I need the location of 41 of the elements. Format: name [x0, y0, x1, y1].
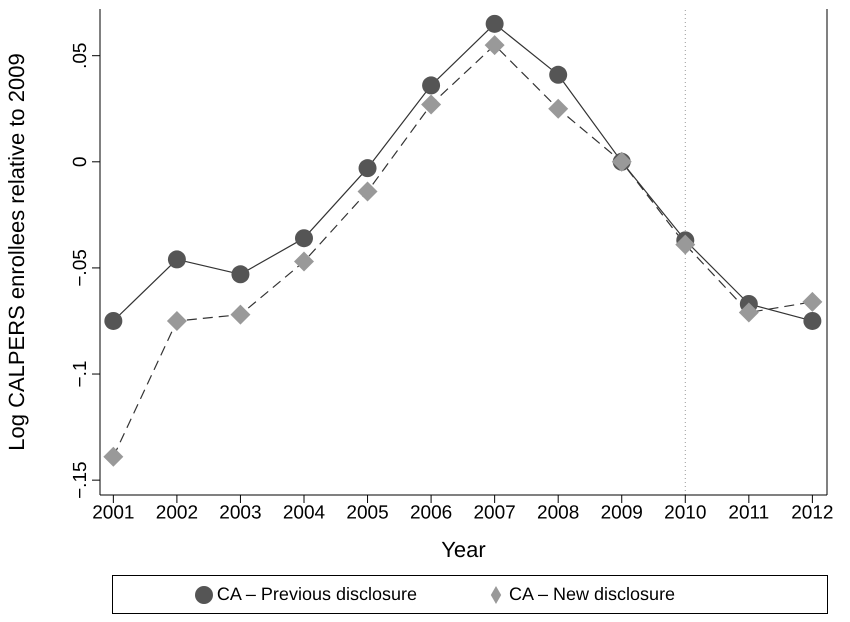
point — [166, 310, 187, 331]
y-axis-title: Log CALPERS enrollees relative to 2009 — [4, 53, 29, 451]
x-tick-label: 2007 — [474, 502, 516, 524]
point — [422, 76, 440, 94]
point — [548, 98, 568, 119]
y-tick-label: −.05 — [70, 249, 91, 287]
y-tick-label: 0 — [70, 156, 91, 168]
x-axis-title: Year — [441, 537, 486, 562]
point — [738, 302, 759, 322]
point — [231, 265, 250, 284]
point — [802, 292, 822, 312]
point — [168, 250, 186, 268]
x-tick-label: 2001 — [92, 502, 134, 524]
point — [803, 312, 822, 330]
legend-label: CA – Previous disclosure — [216, 584, 417, 604]
point — [294, 252, 314, 272]
point — [104, 312, 122, 330]
point — [486, 14, 504, 33]
x-tick-label: 2003 — [219, 502, 262, 524]
x-tick-label: 2005 — [346, 502, 389, 524]
x-tick-label: 2012 — [791, 502, 834, 524]
x-tick-label: 2006 — [410, 502, 452, 524]
x-tick-label: 2002 — [156, 502, 198, 524]
y-tick-label: −.15 — [70, 461, 91, 499]
point — [358, 159, 377, 178]
point — [421, 94, 442, 114]
y-tick-label: −.1 — [70, 360, 91, 388]
legend-label: CA – New disclosure — [509, 584, 676, 604]
x-tick-label: 2008 — [537, 502, 580, 524]
point — [484, 35, 505, 56]
point — [294, 229, 313, 248]
point — [230, 304, 250, 325]
x-tick-label: 2010 — [664, 502, 706, 524]
point — [103, 446, 124, 467]
point — [549, 66, 568, 84]
point — [675, 234, 696, 255]
x-tick-label: 2011 — [728, 502, 770, 524]
y-tick-label: .05 — [70, 42, 91, 69]
point — [358, 182, 378, 202]
x-tick-label: 2004 — [282, 502, 326, 524]
x-tick-label: 2009 — [600, 502, 643, 524]
